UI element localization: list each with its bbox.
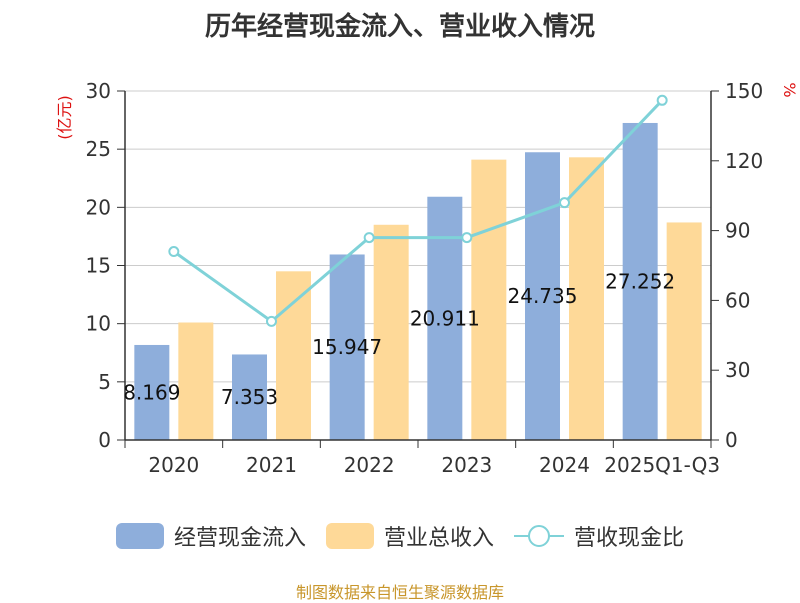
x-tick-label: 2024 [539,453,590,477]
ratio-point [461,232,473,244]
legend-label-ratio: 营收现金比 [574,526,685,551]
y-right-tick-label: 0 [725,428,738,452]
y-left-tick-label: 25 [86,137,111,161]
ratio-point [266,315,277,327]
x-tick-label: 2022 [344,453,395,477]
y-right-tick-label: 120 [725,149,763,173]
y-right-tick-label: 30 [725,358,750,382]
y-right-tick-label: 90 [725,219,750,243]
y-left-tick-label: 30 [86,79,111,103]
bar-cash-inflow [134,344,170,440]
y-left-tick-label: 5 [98,370,111,394]
legend-swatch-cash-inflow [115,523,164,549]
bar-revenue [471,159,507,441]
data-label-cash-inflow: 8.169 [123,380,180,404]
bar-revenue [666,222,702,440]
y-left-tick-label: 0 [98,428,111,452]
y-right-unit-label: % [780,82,799,97]
ratio-point [656,94,668,106]
data-label-cash-inflow: 15.947 [312,335,382,359]
data-label-cash-inflow: 7.353 [221,385,278,409]
data-label-cash-inflow: 20.911 [410,306,480,330]
y-left-tick-label: 10 [86,312,111,336]
bar-cash-inflow [232,354,267,440]
ratio-point [559,197,570,209]
bar-revenue [373,224,409,440]
bar-cash-inflow [329,254,365,440]
x-tick-label: 2020 [148,453,199,477]
y-right-tick-label: 150 [725,79,763,103]
x-tick-label: 2025Q1-Q3 [604,453,720,477]
legend-item-ratio[interactable]: 营收现金比 [514,520,684,552]
legend-item-cash-inflow[interactable]: 经营现金流入 [115,520,306,552]
data-label-cash-inflow: 24.735 [508,284,578,308]
bar-cash-inflow [525,152,560,440]
legend-item-revenue[interactable]: 营业总收入 [325,520,494,552]
ratio-line [172,99,664,324]
chart-title: 历年经营现金流入、营业收入情况 [204,12,595,42]
bar-revenue [178,322,214,440]
bar-revenue [569,157,604,440]
y-left-tick-label: 20 [86,195,111,219]
bar-revenue [276,271,311,440]
x-tick-label: 2023 [441,453,492,477]
legend-label-cash-inflow: 经营现金流入 [173,526,306,551]
legend-label-revenue: 营业总收入 [383,526,494,551]
x-tick-label: 2021 [246,453,297,477]
y-left-tick-label: 15 [86,254,111,278]
data-labels: 8.169 7.353 15.947 20.911 24.735 27.252 [123,269,675,409]
legend: 经营现金流入 营业总收入 营收现金比 [0,516,800,556]
legend-swatch-revenue [325,523,374,549]
bar-cash-inflow [622,122,658,441]
y-left-unit-label: (亿元) [55,95,74,140]
gridlines [125,90,711,383]
data-label-cash-inflow: 27.252 [605,269,675,293]
ratio-point [168,246,180,258]
axes: 0 5 10 15 20 25 30 0 30 60 90 120 150 (亿元)% 2020 2021 20… [55,79,799,477]
legend-line-ratio-icon [514,523,564,549]
ratio-point [363,232,375,244]
bar-series [134,122,702,441]
line-series [168,94,668,327]
data-source-note: 制图数据来自恒生聚源数据库 [295,583,504,602]
y-right-tick-label: 60 [725,288,750,312]
